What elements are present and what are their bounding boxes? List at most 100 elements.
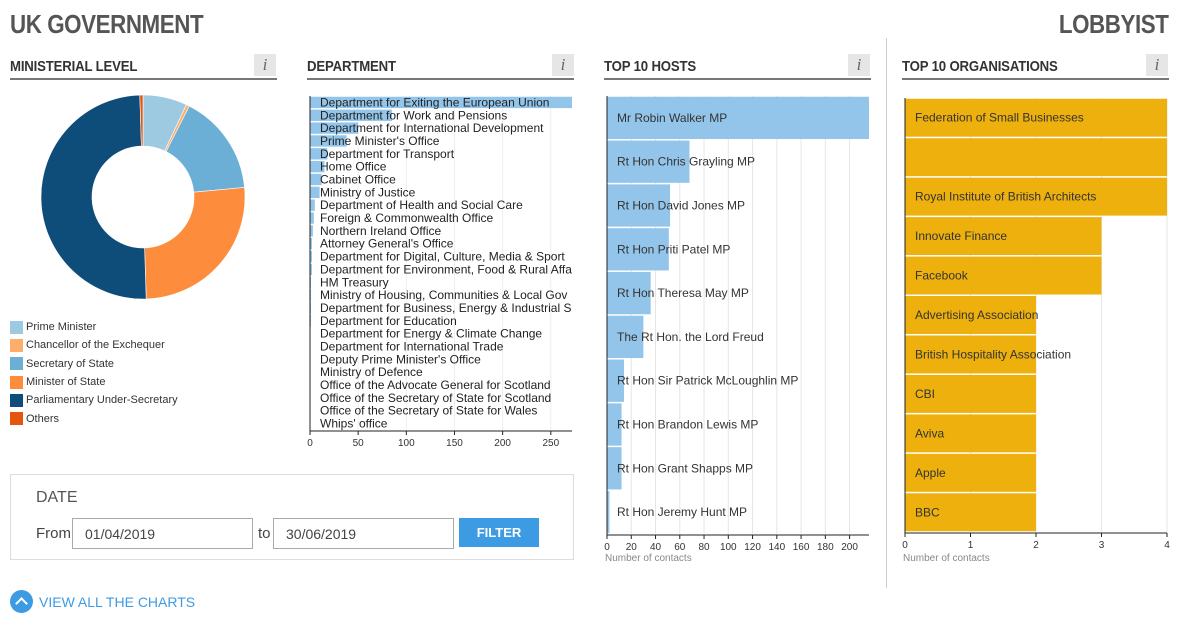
bar-label: Rt Hon Priti Patel MP: [617, 242, 730, 256]
department-info-icon[interactable]: i: [552, 54, 574, 76]
bar-label: Department for Energy & Climate Change: [320, 327, 542, 341]
data-bar: [607, 359, 624, 402]
bar-label: British Hospitality Association: [915, 347, 1071, 361]
data-bar: [905, 374, 1036, 413]
data-bar: [607, 315, 644, 359]
legend-item[interactable]: Minister of State: [10, 373, 178, 391]
x-tick-label: 3: [1099, 540, 1105, 551]
bar-label: BBC: [915, 505, 940, 519]
bar-label: Innovate Finance: [915, 229, 1007, 243]
department-title-rule: [307, 78, 574, 80]
ministerial-title-rule: [10, 78, 277, 80]
to-date-input[interactable]: [273, 518, 454, 549]
data-bar: [905, 453, 1036, 492]
bar-label: CBI: [915, 387, 935, 401]
data-bar: [607, 490, 610, 534]
x-tick-label: 150: [446, 438, 463, 449]
bar-label: Rt Hon Grant Shapps MP: [617, 461, 753, 475]
data-bar: [310, 238, 312, 250]
data-bar: [905, 217, 1102, 256]
from-date-input[interactable]: [72, 518, 253, 549]
top-orgs-title: TOP 10 ORGANISATIONS: [902, 58, 1058, 75]
hosts-info-icon[interactable]: i: [848, 54, 870, 76]
x-tick-label: 100: [398, 438, 415, 449]
bar-label: Cabinet Office: [320, 173, 396, 187]
bar-label: Department for Transport: [320, 147, 455, 161]
department-title: DEPARTMENT: [307, 58, 396, 75]
data-bar: [905, 335, 1036, 374]
data-bar: [607, 228, 669, 271]
orgs-info-icon[interactable]: i: [1146, 54, 1168, 76]
department-bar-chart: Department for Exiting the European Unio…: [307, 95, 572, 449]
bar-label: Rt Hon Theresa May MP: [617, 286, 749, 300]
data-bar: [607, 184, 671, 227]
ministerial-legend: Prime Minister Chancellor of the Excheque…: [10, 318, 178, 428]
legend-item[interactable]: Parliamentary Under-Secretary: [10, 391, 178, 409]
ministerial-level-title: MINISTERIAL LEVEL: [10, 58, 138, 75]
bar-label: Northern Ireland Office: [320, 224, 441, 238]
bar-label: Home Office: [320, 160, 387, 174]
filter-button[interactable]: FILTER: [459, 518, 539, 547]
legend-item[interactable]: Others: [10, 409, 178, 427]
x-tick-label: 180: [817, 542, 834, 553]
x-tick-label: 200: [841, 542, 858, 553]
data-bar: [310, 186, 320, 199]
legend-swatch: [10, 375, 23, 389]
bar-label: Ministry of Housing, Communities & Local…: [320, 288, 567, 302]
ministerial-donut-chart: [40, 94, 246, 300]
data-bar: [607, 96, 869, 140]
top-hosts-title: TOP 10 HOSTS: [604, 58, 697, 75]
data-bar: [905, 177, 1167, 216]
bar-label: Deputy Prime Minister's Office: [320, 352, 481, 366]
legend-item[interactable]: Prime Minister: [10, 318, 178, 336]
data-bar: [905, 414, 1036, 453]
from-label: From: [36, 525, 71, 542]
bar-label: Department for International Trade: [320, 340, 504, 354]
ministerial-info-icon[interactable]: i: [254, 54, 276, 76]
date-heading: DATE: [36, 489, 78, 506]
legend-item[interactable]: Chancellor of the Exchequer: [10, 336, 178, 354]
bar-label: Office of the Secretary of State for Wal…: [320, 404, 537, 418]
bar-label: Facebook: [915, 269, 969, 283]
x-tick-label: 60: [674, 542, 686, 553]
view-all-charts-link[interactable]: VIEW ALL THE CHARTS: [10, 590, 195, 613]
lobbyist-title: LOBBYIST: [1058, 9, 1168, 39]
bar-label: Ministry of Defence: [320, 365, 423, 379]
x-tick-label: 100: [720, 542, 737, 553]
hosts-title-rule: [604, 78, 871, 80]
x-tick-label: 120: [744, 542, 761, 553]
uk-government-title: UK GOVERNMENT: [10, 9, 204, 39]
x-tick-label: 140: [768, 542, 785, 553]
bar-label: Rt Hon Brandon Lewis MP: [617, 418, 758, 432]
legend-label: Parliamentary Under-Secretary: [26, 394, 178, 407]
x-tick-label: 4: [1164, 540, 1170, 551]
x-tick-label: 20: [626, 542, 638, 553]
bar-label: Department for Environment, Food & Rural…: [320, 262, 572, 276]
data-bar: [310, 212, 314, 224]
orgs-title-rule: [902, 78, 1169, 80]
data-bar: [905, 296, 1036, 334]
bar-label: Department for Digital, Culture, Media &…: [320, 250, 565, 264]
data-bar: [905, 138, 1167, 177]
view-all-label: VIEW ALL THE CHARTS: [39, 593, 196, 610]
data-bar: [310, 173, 322, 186]
x-tick-label: 80: [698, 542, 710, 553]
x-axis-label: Number of contacts: [605, 553, 692, 564]
legend-label: Minister of State: [26, 376, 106, 389]
x-axis-label: Number of contacts: [903, 553, 990, 564]
bar-label: Office of the Secretary of State for Sco…: [320, 391, 551, 405]
legend-item[interactable]: Secretary of State: [10, 355, 178, 373]
legend-label: Secretary of State: [26, 357, 115, 370]
x-tick-label: 40: [650, 542, 662, 553]
data-bar: [607, 447, 622, 490]
bar-label: Department for Exiting the European Unio…: [320, 95, 549, 109]
legend-swatch: [10, 320, 23, 334]
x-tick-label: 2: [1033, 540, 1039, 551]
hosts-bar-chart: Mr Robin Walker MP Rt Hon Chris Grayling …: [604, 96, 869, 564]
donut-slice: [40, 94, 147, 300]
bar-label: Advertising Association: [915, 308, 1038, 322]
chevron-up-icon: [10, 590, 33, 613]
bar-label: Ministry of Justice: [320, 185, 416, 199]
bar-label: Office of the Advocate General for Scotl…: [320, 378, 551, 392]
bar-label: Foreign & Commonwealth Office: [320, 211, 494, 225]
